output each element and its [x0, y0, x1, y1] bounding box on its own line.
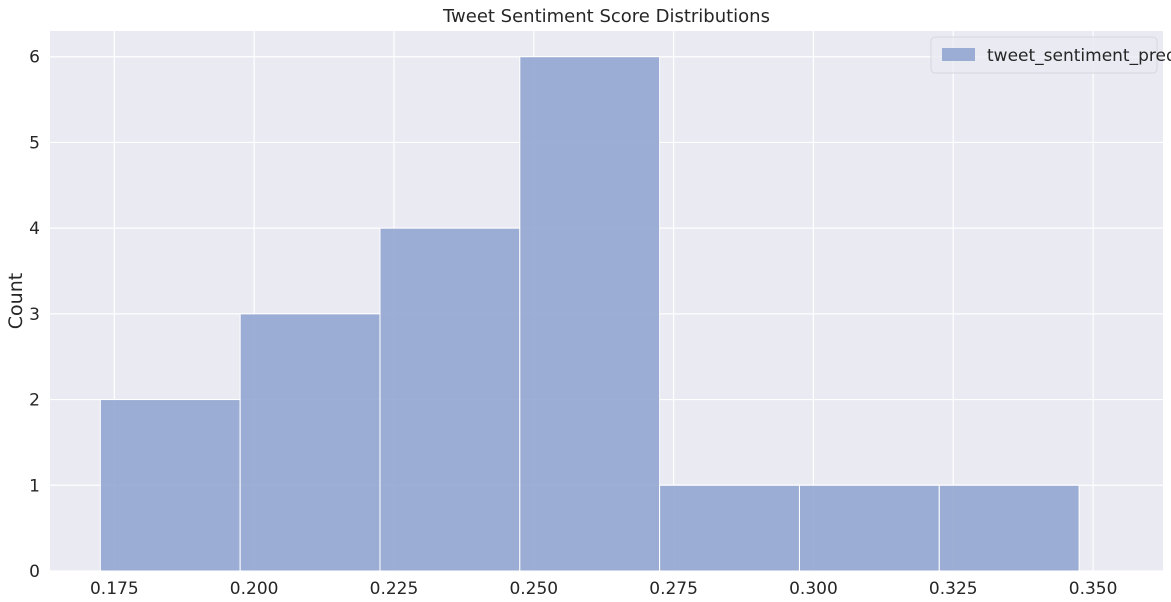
- legend-label: tweet_sentiment_pred: [987, 46, 1171, 66]
- x-tick-label: 0.200: [230, 579, 279, 599]
- y-tick-label: 2: [29, 391, 40, 411]
- y-tick-label: 4: [29, 219, 40, 239]
- x-tick-label: 0.350: [1069, 579, 1118, 599]
- legend-box: [930, 36, 1158, 74]
- y-tick-label: 3: [29, 305, 40, 325]
- histogram-bar: [938, 484, 1080, 572]
- y-axis-label: Count: [5, 273, 27, 329]
- x-tick-label: 0.175: [90, 579, 139, 599]
- histogram-bar: [798, 484, 940, 572]
- histogram-bar: [519, 56, 661, 572]
- legend-swatch: [942, 48, 975, 61]
- x-tick-label: 0.250: [509, 579, 558, 599]
- x-tick-label: 0.300: [789, 579, 838, 599]
- y-tick-label: 1: [29, 476, 40, 496]
- y-axis-ticks: 0 1 2 3 4 5 6: [29, 48, 40, 582]
- x-tick-label: 0.225: [370, 579, 419, 599]
- y-tick-label: 6: [29, 48, 40, 68]
- y-tick-label: 5: [29, 133, 40, 153]
- histogram-bar: [99, 399, 241, 572]
- x-tick-label: 0.275: [649, 579, 698, 599]
- histogram-bar: [659, 484, 800, 572]
- y-tick-label: 0: [29, 562, 40, 582]
- legend: tweet_sentiment_pred: [930, 36, 1171, 74]
- x-axis-ticks: 0.175 0.200 0.225 0.250 0.275 0.300 0.325 0.350: [90, 579, 1117, 599]
- chart-title: Tweet Sentiment Score Distributions: [442, 6, 770, 27]
- x-tick-label: 0.325: [929, 579, 978, 599]
- bars: [99, 56, 1080, 572]
- histogram-bar: [379, 227, 521, 572]
- histogram-bar: [239, 313, 381, 572]
